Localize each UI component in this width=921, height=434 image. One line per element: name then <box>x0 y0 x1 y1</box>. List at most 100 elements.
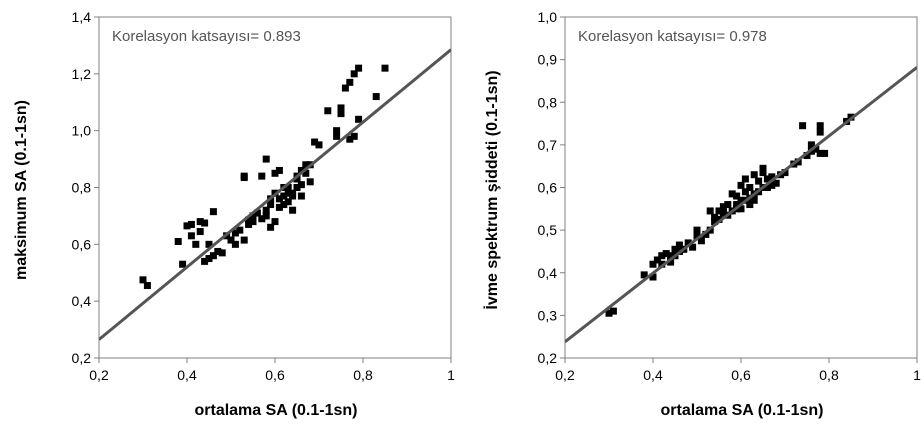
data-point <box>333 132 341 140</box>
data-point <box>196 228 204 236</box>
y-tick-label: 0,6 <box>72 236 92 252</box>
chart-correlation-maximum: 0,2 0,4 0,6 0,8 1,0 1,2 1,4 0,2 0,4 0,6 0,8 1 Korel… <box>13 9 455 419</box>
data-point <box>275 203 283 211</box>
data-point <box>289 206 297 214</box>
y-tick-label: 0,2 <box>72 350 92 366</box>
data-point <box>267 201 275 209</box>
y-tick-label: 0,5 <box>538 222 558 238</box>
data-point <box>807 141 815 149</box>
data-point <box>737 196 745 204</box>
x-tick-label: 0,8 <box>819 367 839 383</box>
data-point <box>746 201 754 209</box>
data-point <box>231 229 239 237</box>
data-point <box>733 201 741 209</box>
data-point <box>245 216 253 224</box>
data-point <box>816 149 824 157</box>
correlation-annotation-2: Korelasyon katsayısı= 0.978 <box>578 28 767 45</box>
data-point <box>746 184 754 191</box>
data-point <box>284 189 292 197</box>
data-point <box>253 209 261 217</box>
x-tick-label: 0,6 <box>265 367 285 383</box>
data-point <box>262 212 270 220</box>
data-point <box>346 135 354 143</box>
data-point <box>816 122 824 130</box>
data-point <box>341 84 349 92</box>
data-point <box>653 256 661 264</box>
data-point <box>231 240 239 248</box>
trend-line <box>99 48 451 341</box>
data-point <box>706 207 714 215</box>
data-point <box>781 169 789 177</box>
data-point <box>315 141 323 149</box>
data-point <box>697 237 705 245</box>
data-point <box>275 166 283 174</box>
y-tick-label: 0,6 <box>538 180 558 196</box>
data-point <box>139 276 147 284</box>
data-point <box>772 179 780 187</box>
data-point <box>258 172 266 180</box>
data-point <box>350 70 358 78</box>
plot-frame-1 <box>98 16 452 359</box>
data-point <box>755 177 763 185</box>
y-tick-label: 0,4 <box>72 293 92 309</box>
data-point <box>689 243 697 251</box>
plot-area-1: 0,2 0,4 0,6 0,8 1,0 1,2 1,4 0,2 0,4 0,6 0,8 1 <box>72 9 456 383</box>
data-point <box>143 282 151 290</box>
data-point <box>214 247 222 255</box>
data-point <box>192 240 200 248</box>
x-tick-label: 0,4 <box>643 367 663 383</box>
y-tick-label: 0,9 <box>538 52 558 68</box>
data-point <box>201 219 209 227</box>
data-point <box>763 175 771 183</box>
data-point <box>249 218 257 226</box>
data-point <box>306 178 314 186</box>
chart-correlation-ivme: 0,2 0,3 0,4 0,5 0,6 0,7 0,8 0,9 1,0 0,2 0,4 0,6 0,8 1… <box>483 9 921 419</box>
y-tick-label: 0,7 <box>538 137 558 153</box>
data-point <box>381 64 389 72</box>
data-point <box>724 201 732 209</box>
data-point <box>280 192 288 200</box>
data-point <box>355 115 363 123</box>
data-point <box>658 252 666 260</box>
x-tick-label: 0,4 <box>177 367 197 383</box>
data-point <box>733 192 741 200</box>
x-axis-title-2: ortalama SA (0.1-1sn) <box>660 402 823 419</box>
data-point <box>763 184 771 191</box>
data-point <box>297 181 305 189</box>
data-point <box>715 215 723 223</box>
data-point <box>728 190 736 198</box>
correlation-annotation-1: Korelasyon katsayısı= 0.893 <box>112 28 301 45</box>
data-point <box>693 226 701 234</box>
data-point <box>719 209 727 217</box>
data-point <box>750 171 758 179</box>
x-tick-label: 0,2 <box>555 367 575 383</box>
x-axis-title-1: ortalama SA (0.1-1sn) <box>194 402 357 419</box>
data-point <box>205 240 213 248</box>
data-point <box>803 152 811 160</box>
data-point <box>284 184 292 191</box>
data-point <box>741 188 749 196</box>
data-point <box>372 93 380 101</box>
x-tick-label: 1 <box>913 367 921 383</box>
data-point <box>249 212 257 220</box>
data-point <box>209 252 217 260</box>
data-point <box>812 145 820 153</box>
data-point <box>333 127 341 135</box>
data-point <box>649 260 657 268</box>
data-point <box>605 309 613 317</box>
data-point <box>311 138 319 146</box>
data-point <box>240 236 248 244</box>
data-point <box>262 155 270 163</box>
x-tick-label: 1 <box>447 367 455 383</box>
data-point <box>702 230 710 238</box>
y-axis-title-1: maksimum SA (0.1-1sn) <box>13 100 30 280</box>
data-point <box>816 128 824 136</box>
data-point <box>183 222 191 230</box>
data-point <box>271 218 279 226</box>
y-tick-label: 0,2 <box>538 350 558 366</box>
data-point <box>737 205 745 213</box>
data-point <box>209 208 217 216</box>
data-point <box>711 218 719 226</box>
data-point <box>271 169 279 177</box>
